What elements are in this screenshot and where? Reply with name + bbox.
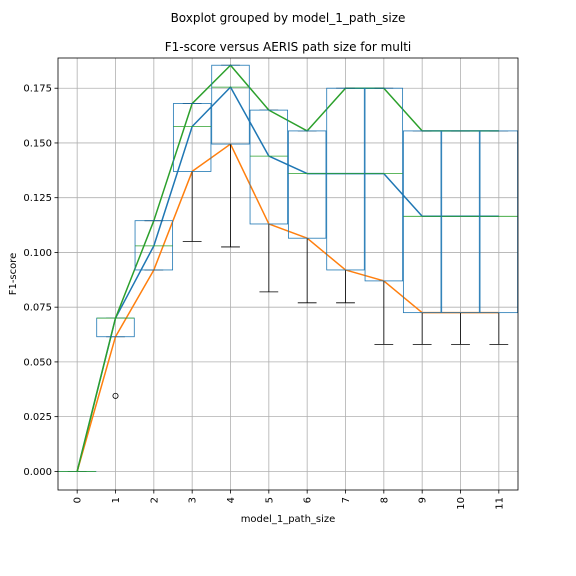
box-iqr <box>134 220 174 271</box>
x-tick-label: 9 <box>418 497 429 503</box>
box-5 <box>249 109 289 293</box>
outlier-point <box>112 392 119 399</box>
x-tick-label: 6 <box>303 497 314 503</box>
box-2 <box>134 220 174 271</box>
y-tick-label: 0.150 <box>23 138 52 149</box>
box-10 <box>441 130 480 345</box>
x-tick-label: 5 <box>264 497 275 503</box>
plot-frame <box>57 57 519 491</box>
x-tick-label: 1 <box>111 497 122 503</box>
y-tick-label: 0.050 <box>23 357 52 368</box>
box-6 <box>287 130 327 304</box>
box-1 <box>96 317 135 399</box>
x-tick-label: 7 <box>341 497 352 503</box>
box-7 <box>326 87 365 304</box>
y-tick-label: 0.000 <box>23 467 52 478</box>
box-3 <box>172 103 212 242</box>
box-iqr <box>211 64 250 145</box>
box-4 <box>211 64 250 248</box>
box-iqr <box>441 130 480 314</box>
box-iqr <box>172 103 212 172</box>
y-tick-label: 0.125 <box>23 193 52 204</box>
y-axis-label: F1-score <box>8 253 19 296</box>
box-iqr <box>287 130 327 239</box>
y-tick-label: 0.075 <box>23 303 52 314</box>
chart-title: F1-score versus AERIS path size for mult… <box>165 40 412 54</box>
box-iqr <box>326 87 365 271</box>
x-tick-label: 11 <box>494 497 505 510</box>
axis-ticks: 0.000 0.025 0.050 0.075 0.100 0.125 0.150 0.175… <box>23 84 505 510</box>
box-8 <box>364 87 404 345</box>
box-iqr <box>402 130 442 314</box>
y-tick-label: 0.100 <box>23 248 52 259</box>
box-iqr <box>249 109 289 225</box>
x-tick-label: 10 <box>456 497 467 510</box>
y-tick-label: 0.025 <box>23 412 52 423</box>
boxes <box>57 64 519 472</box>
x-tick-label: 4 <box>226 497 237 503</box>
x-axis-label: model_1_path_size <box>241 514 336 525</box>
chart-suptitle: Boxplot grouped by model_1_path_size <box>171 11 406 25</box>
x-tick-label: 8 <box>379 497 390 503</box>
x-tick-label: 2 <box>149 497 160 503</box>
x-tick-label: 0 <box>73 497 84 503</box>
x-tick-label: 3 <box>188 497 199 503</box>
box-9 <box>402 130 442 345</box>
y-tick-label: 0.175 <box>23 84 52 95</box>
box-iqr <box>364 87 404 282</box>
